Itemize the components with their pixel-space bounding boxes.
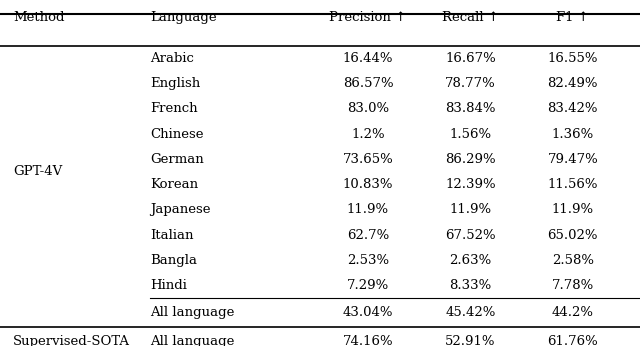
Text: 78.77%: 78.77% <box>445 77 496 90</box>
Text: 86.57%: 86.57% <box>342 77 394 90</box>
Text: 11.56%: 11.56% <box>548 178 598 191</box>
Text: Hindi: Hindi <box>150 279 188 292</box>
Text: 79.47%: 79.47% <box>547 153 598 166</box>
Text: F1 ↑: F1 ↑ <box>556 11 589 24</box>
Text: 16.55%: 16.55% <box>548 52 598 65</box>
Text: 86.29%: 86.29% <box>445 153 496 166</box>
Text: 10.83%: 10.83% <box>343 178 393 191</box>
Text: 62.7%: 62.7% <box>347 229 389 242</box>
Text: 1.36%: 1.36% <box>552 128 594 140</box>
Text: Japanese: Japanese <box>150 203 211 216</box>
Text: 43.04%: 43.04% <box>343 306 393 319</box>
Text: 83.42%: 83.42% <box>548 102 598 115</box>
Text: Supervised-SOTA: Supervised-SOTA <box>13 335 130 346</box>
Text: 52.91%: 52.91% <box>445 335 495 346</box>
Text: 67.52%: 67.52% <box>445 229 496 242</box>
Text: 45.42%: 45.42% <box>445 306 495 319</box>
Text: 11.9%: 11.9% <box>449 203 492 216</box>
Text: 16.67%: 16.67% <box>445 52 496 65</box>
Text: Method: Method <box>13 11 64 24</box>
Text: 1.2%: 1.2% <box>351 128 385 140</box>
Text: 11.9%: 11.9% <box>552 203 594 216</box>
Text: 7.29%: 7.29% <box>347 279 389 292</box>
Text: All language: All language <box>150 306 235 319</box>
Text: English: English <box>150 77 201 90</box>
Text: Bangla: Bangla <box>150 254 197 267</box>
Text: 65.02%: 65.02% <box>548 229 598 242</box>
Text: 83.0%: 83.0% <box>347 102 389 115</box>
Text: 7.78%: 7.78% <box>552 279 594 292</box>
Text: 8.33%: 8.33% <box>449 279 492 292</box>
Text: Recall ↑: Recall ↑ <box>442 11 499 24</box>
Text: 11.9%: 11.9% <box>347 203 389 216</box>
Text: Arabic: Arabic <box>150 52 195 65</box>
Text: Korean: Korean <box>150 178 198 191</box>
Text: German: German <box>150 153 204 166</box>
Text: 73.65%: 73.65% <box>342 153 394 166</box>
Text: 2.58%: 2.58% <box>552 254 594 267</box>
Text: Language: Language <box>150 11 217 24</box>
Text: 61.76%: 61.76% <box>547 335 598 346</box>
Text: 82.49%: 82.49% <box>548 77 598 90</box>
Text: 2.63%: 2.63% <box>449 254 492 267</box>
Text: French: French <box>150 102 198 115</box>
Text: GPT-4V: GPT-4V <box>13 165 62 179</box>
Text: 83.84%: 83.84% <box>445 102 495 115</box>
Text: 1.56%: 1.56% <box>449 128 492 140</box>
Text: 44.2%: 44.2% <box>552 306 594 319</box>
Text: 12.39%: 12.39% <box>445 178 496 191</box>
Text: Italian: Italian <box>150 229 194 242</box>
Text: 16.44%: 16.44% <box>343 52 393 65</box>
Text: 74.16%: 74.16% <box>342 335 394 346</box>
Text: 2.53%: 2.53% <box>347 254 389 267</box>
Text: Precision ↑: Precision ↑ <box>330 11 406 24</box>
Text: All language: All language <box>150 335 235 346</box>
Text: Chinese: Chinese <box>150 128 204 140</box>
